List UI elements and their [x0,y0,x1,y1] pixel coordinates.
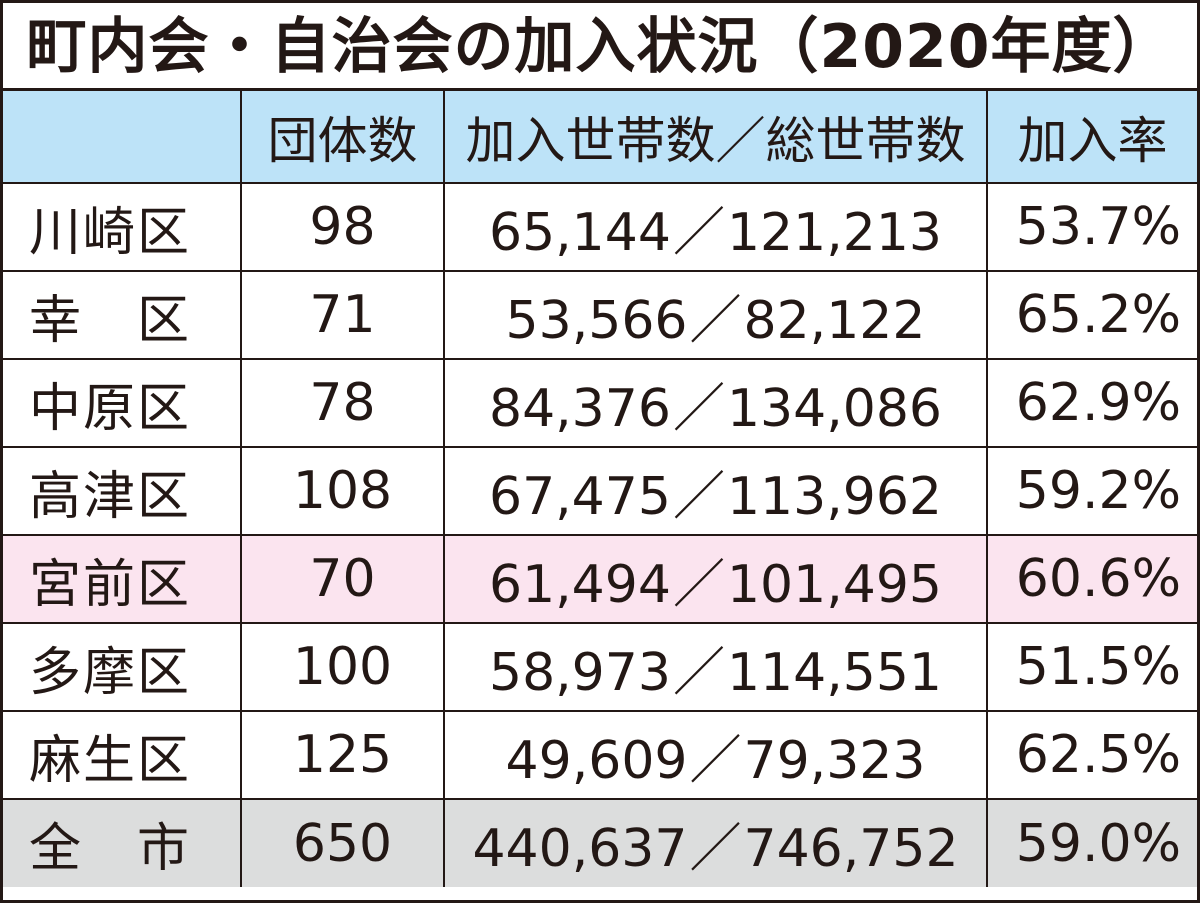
column-header-households: 加入世帯数／総世帯数 [443,91,988,184]
separator: ／ [672,466,725,527]
row-groups: 71 [240,270,445,360]
column-header-groups: 団体数 [240,91,445,184]
row-households: 49,609／79,323 [443,710,988,800]
joined-households: 440,637 [472,819,688,879]
table-row: 高津区 108 67,475／113,962 59.2% [3,446,1197,536]
row-households: 84,376／134,086 [443,358,988,448]
row-groups: 125 [240,710,445,800]
joined-households: 61,494 [488,554,671,615]
row-name: 高津区 [3,446,242,536]
table-row: 川崎区 98 65,144／121,213 53.7% [3,182,1197,272]
joined-households: 49,609 [505,730,688,791]
row-name: 麻生区 [3,710,242,800]
row-name: 多摩区 [3,622,242,712]
row-rate: 59.0% [986,798,1197,887]
total-households: 114,551 [726,642,942,703]
row-rate: 59.2% [986,446,1197,536]
table-row: 宮前区 70 61,494／101,495 60.6% [3,534,1197,624]
row-name: 中原区 [3,358,242,448]
table-row: 幸 区 71 53,566／82,122 65.2% [3,270,1197,360]
row-groups: 78 [240,358,445,448]
total-households: 79,323 [743,730,926,791]
total-households: 746,752 [743,819,959,879]
separator: ／ [672,554,725,615]
data-table: 団体数 加入世帯数／総世帯数 加入率 川崎区 98 65,144／121,213 53… [3,91,1197,887]
table-row: 中原区 78 84,376／134,086 62.9% [3,358,1197,448]
row-groups: 70 [240,534,445,624]
row-name: 全 市 [3,798,242,887]
row-groups: 108 [240,446,445,536]
separator: ／ [689,290,742,351]
column-header-rate: 加入率 [986,91,1197,184]
joined-households: 65,144 [488,202,671,263]
total-households: 101,495 [726,554,942,615]
row-name: 幸 区 [3,270,242,360]
row-households: 58,973／114,551 [443,622,988,712]
joined-households: 84,376 [488,378,671,439]
row-name: 川崎区 [3,182,242,272]
row-rate: 62.5% [986,710,1197,800]
row-rate: 60.6% [986,534,1197,624]
separator: ／ [672,642,725,703]
chart-title: 町内会・自治会の加入状況（2020年度） [3,3,1197,91]
table-row: 多摩区 100 58,973／114,551 51.5% [3,622,1197,712]
row-groups: 650 [240,798,445,887]
total-households: 134,086 [726,378,942,439]
row-rate: 65.2% [986,270,1197,360]
row-name: 宮前区 [3,534,242,624]
row-groups: 98 [240,182,445,272]
joined-households: 67,475 [488,466,671,527]
total-households: 121,213 [726,202,942,263]
header-row: 団体数 加入世帯数／総世帯数 加入率 [3,91,1197,184]
separator: ／ [672,202,725,263]
separator: ／ [689,730,742,791]
table-row: 全 市 650 440,637／746,752 59.0% [3,798,1197,887]
row-rate: 51.5% [986,622,1197,712]
row-households: 61,494／101,495 [443,534,988,624]
row-households: 440,637／746,752 [443,798,988,887]
separator: ／ [689,819,742,879]
row-rate: 62.9% [986,358,1197,448]
row-households: 65,144／121,213 [443,182,988,272]
total-households: 82,122 [743,290,926,351]
table-body: 川崎区 98 65,144／121,213 53.7% 幸 区 71 53,566／82,1… [3,182,1197,887]
total-households: 113,962 [726,466,942,527]
row-households: 67,475／113,962 [443,446,988,536]
row-groups: 100 [240,622,445,712]
table-row: 麻生区 125 49,609／79,323 62.5% [3,710,1197,800]
row-rate: 53.7% [986,182,1197,272]
column-header-name [3,91,242,184]
joined-households: 53,566 [505,290,688,351]
separator: ／ [672,378,725,439]
row-households: 53,566／82,122 [443,270,988,360]
joined-households: 58,973 [488,642,671,703]
